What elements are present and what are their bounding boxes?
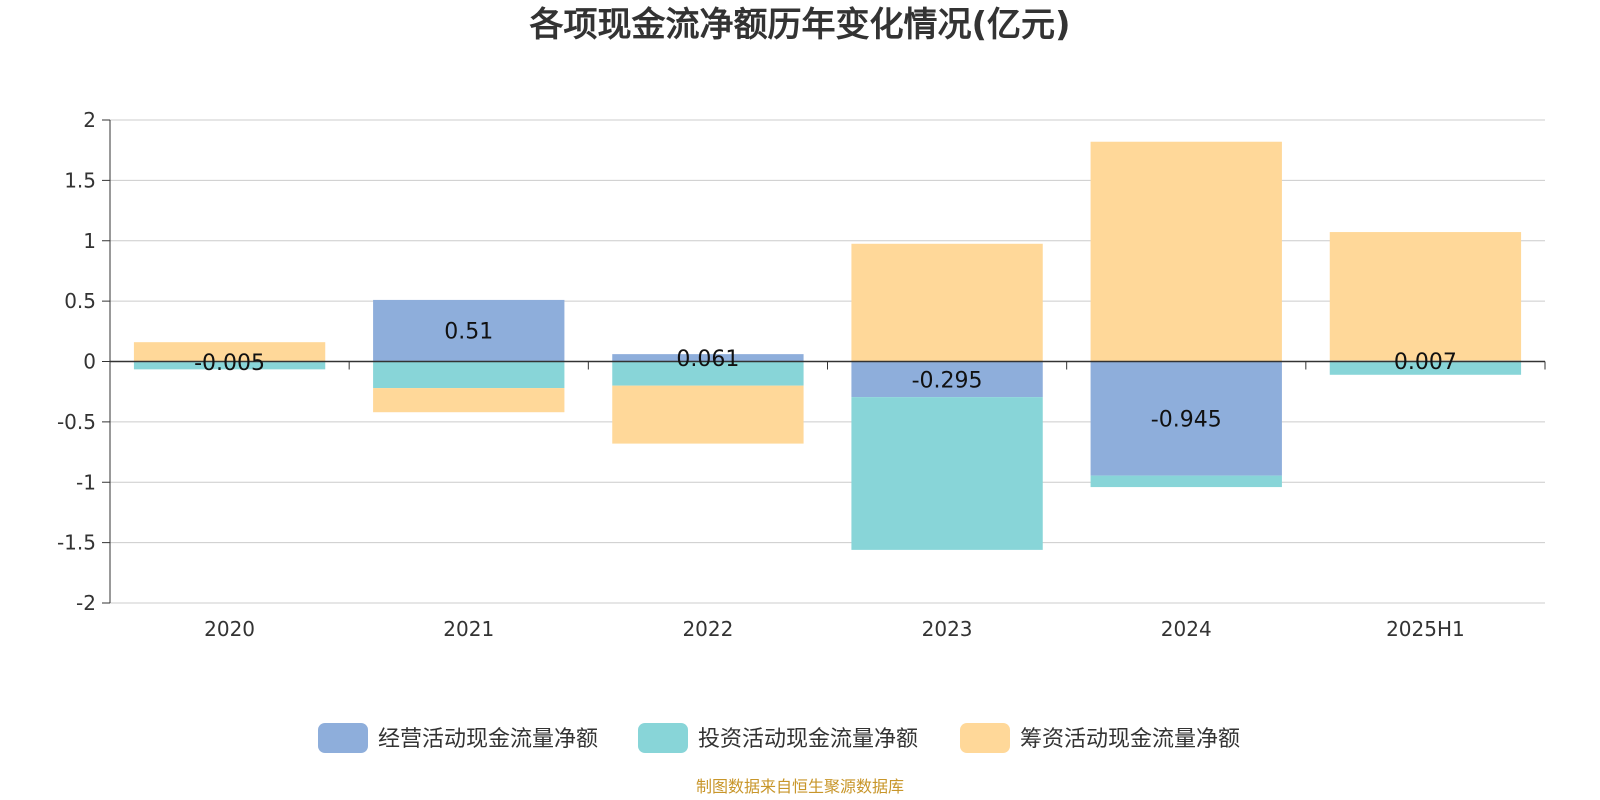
bars-group <box>133 141 1522 550</box>
legend-label-3: 筹资活动现金流量净额 <box>1020 727 1240 752</box>
data-label-2022: 0.061 <box>676 347 739 372</box>
data-label-2025H1: 0.007 <box>1394 350 1457 375</box>
legend: 经营活动现金流量净额 投资活动现金流量净额 筹资活动现金流量净额 <box>318 723 1240 753</box>
bar-2023-series-1 <box>851 361 1043 398</box>
bar-2023-series-3 <box>851 243 1043 362</box>
bar-2022-series-1 <box>612 354 804 362</box>
bar-2023-series-2 <box>851 397 1043 550</box>
legend-swatch-3 <box>960 723 1010 753</box>
y-tick-label: 1.5 <box>64 168 96 192</box>
data-label-2023: -0.295 <box>912 368 983 393</box>
data-label-2024: -0.945 <box>1151 408 1222 433</box>
bar-2024-series-3 <box>1090 141 1282 362</box>
bar-2025H1-series-3 <box>1329 232 1522 361</box>
bar-2024-series-2 <box>1090 475 1282 488</box>
y-tick-label: -1 <box>76 470 96 494</box>
y-tick-label: -2 <box>76 591 96 615</box>
y-tick-label: -1.5 <box>57 531 96 555</box>
legend-swatch-1 <box>318 723 368 753</box>
axes: 2 1.5 1 0.5 0 -0.5 -1 -1.5 -2 2020 2021 2022 2023 202… <box>57 108 1546 641</box>
bar-2021-series-1 <box>373 299 565 362</box>
y-tick-label: 0 <box>83 350 96 374</box>
y-tick-label: 1 <box>83 229 96 253</box>
x-tick-label-2024: 2024 <box>1161 617 1212 641</box>
data-labels: -0.005 0.51 0.061 -0.295 -0.945 0.007 <box>194 320 1457 433</box>
legend-label-2: 投资活动现金流量净额 <box>698 727 918 752</box>
x-tick-label-2020: 2020 <box>204 617 255 641</box>
bar-2021-series-3 <box>373 388 565 413</box>
y-tick-label: -0.5 <box>57 410 96 434</box>
y-tick-label: 2 <box>83 108 96 132</box>
bar-2021-series-2 <box>373 361 565 389</box>
bar-2020-series-3 <box>133 342 326 362</box>
chart-title: 各项现金流净额历年变化情况(亿元) <box>529 5 1070 45</box>
bar-2022-series-3 <box>612 385 804 444</box>
x-tick-label-2023: 2023 <box>922 617 973 641</box>
data-label-2020: -0.005 <box>194 351 265 376</box>
legend-label-1: 经营活动现金流量净额 <box>378 727 598 752</box>
source-note: 制图数据来自恒生聚源数据库 <box>696 777 904 796</box>
x-tick-label-2025H1: 2025H1 <box>1386 617 1465 641</box>
bar-2022-series-2 <box>612 361 804 386</box>
x-tick-label-2022: 2022 <box>682 617 733 641</box>
y-tick-label: 0.5 <box>64 289 96 313</box>
bar-2020-series-2 <box>133 362 326 370</box>
legend-swatch-2 <box>638 723 688 753</box>
bar-2025H1-series-2 <box>1329 361 1522 375</box>
x-tick-label-2021: 2021 <box>443 617 494 641</box>
data-label-2021: 0.51 <box>444 320 493 345</box>
bar-2024-series-1 <box>1090 361 1282 476</box>
